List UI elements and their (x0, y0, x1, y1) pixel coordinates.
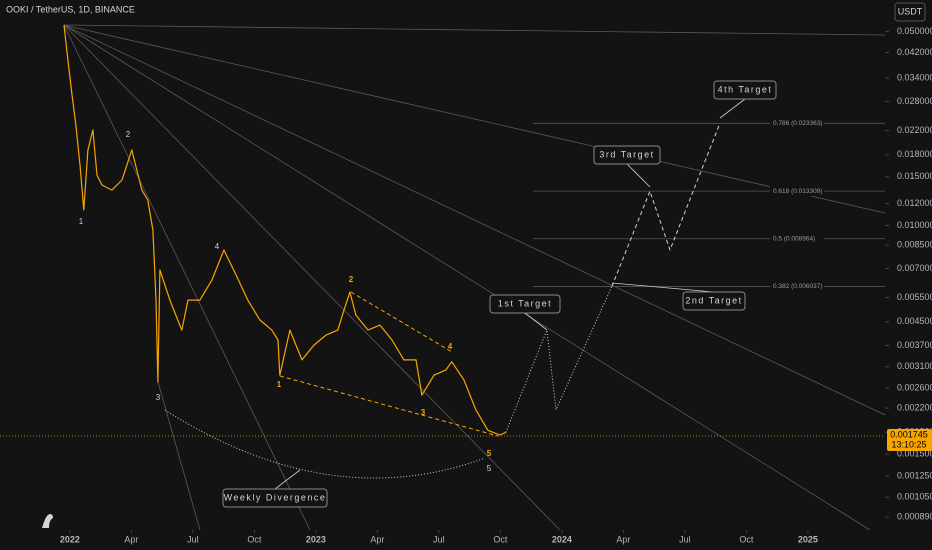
y-tick-label: 0.003100 (897, 361, 932, 371)
wave-label: 2 (349, 275, 354, 284)
y-tick-label: 0.015000 (897, 171, 932, 181)
fib-label: 0.618 (0.013309) (773, 188, 823, 195)
wave-label: 1 (79, 217, 84, 226)
target-box (593, 145, 661, 165)
x-tick-label: Jul (433, 534, 445, 544)
price-line (63, 25, 507, 436)
countdown-label: 13:10:25 (891, 439, 926, 449)
price-axis (885, 0, 932, 550)
trend-line (63, 24, 886, 416)
fib-label: 0.5 (0.008964) (773, 235, 815, 242)
fib-label-bg (770, 281, 824, 292)
y-tick-label: 0.002200 (897, 402, 932, 412)
x-tick-label: Apr (124, 534, 138, 544)
x-tick-label: 2024 (552, 534, 572, 544)
x-tick-label: Oct (493, 534, 508, 544)
fib-label: 0.786 (0.023363) (773, 120, 823, 127)
target-label: 2nd Target (685, 295, 742, 305)
y-tick-label: 0.001050 (897, 492, 932, 502)
wave-label: 1 (277, 380, 282, 389)
target-box (682, 291, 746, 311)
y-tick-label: 0.005500 (897, 292, 932, 302)
y-tick-label: 0.007000 (897, 263, 932, 273)
x-tick-label: 2023 (306, 534, 326, 544)
y-tick-label: 0.012000 (897, 198, 932, 208)
target-box (713, 80, 777, 100)
trend-line (63, 24, 886, 36)
callout-line (611, 282, 715, 293)
callout-line (719, 98, 746, 119)
y-tick-label: 0.000890 (897, 512, 932, 522)
y-tick-label: 0.050000 (897, 26, 932, 36)
projection-dotted (505, 286, 613, 433)
y-tick-label: 0.022000 (897, 125, 932, 135)
fib-label-bg (770, 233, 824, 244)
callout-line (524, 312, 548, 331)
trend-line (63, 24, 886, 214)
logo (42, 514, 53, 528)
target-label: Weekly Divergence (224, 492, 327, 502)
x-tick-label: 2022 (60, 534, 80, 544)
trend-line (63, 24, 311, 531)
plot: 0.786 (0.023363) 0.618 (0.013309) 0.5 (0.0… (0, 25, 885, 437)
wave-label: 5 (487, 464, 492, 473)
x-tick-label: Oct (739, 534, 754, 544)
y-tick-label: 0.003700 (897, 340, 932, 350)
y-tick-label: 0.042000 (897, 47, 932, 57)
currency-button[interactable] (894, 2, 926, 22)
y-tick-label: 0.010000 (897, 220, 932, 230)
chart-title: OOKI / TetherUS, 1D, BINANCE (6, 4, 135, 14)
wave-channel (350, 291, 453, 353)
x-tick-label: Oct (247, 534, 262, 544)
callout-line (274, 469, 301, 490)
trend-line (157, 381, 201, 531)
y-tick-label: 0.008500 (897, 240, 932, 250)
fib-label-bg (770, 186, 824, 197)
y-tick-label: 0.004500 (897, 316, 932, 326)
x-tick-label: Jul (187, 534, 199, 544)
fan-lines (63, 24, 886, 531)
target-box (222, 488, 328, 508)
fib-label-bg (770, 118, 824, 129)
last-price-label: 0.001745 (890, 429, 928, 439)
wave-label: 4 (448, 342, 453, 351)
target-label: 3rd Target (599, 149, 654, 159)
trend-line (63, 24, 871, 531)
x-tick-label: Apr (370, 534, 384, 544)
y-tick-label: 0.028000 (897, 96, 932, 106)
target-label: 1st Target (498, 298, 552, 308)
x-tick-label: 2025 (798, 534, 818, 544)
y-tick-label: 0.002600 (897, 382, 932, 392)
callout-line (626, 163, 651, 188)
y-tick-label: 0.001500 (897, 449, 932, 459)
wave-label: 3 (421, 408, 426, 417)
wave-label: 5 (487, 449, 492, 458)
y-tick-label: 0.034000 (897, 72, 932, 82)
wave-label: 3 (156, 393, 161, 402)
last-price-tag (887, 429, 932, 452)
target-box (489, 294, 561, 314)
projection-dashed (611, 122, 721, 287)
y-tick-label: 0.001250 (897, 471, 932, 481)
y-tick-label: 0.018000 (897, 149, 932, 159)
target-label: 4th Target (718, 84, 773, 94)
currency-label[interactable]: USDT (898, 6, 923, 16)
wave-channel (279, 375, 499, 437)
trend-line (63, 24, 561, 531)
wave-label: 2 (126, 130, 131, 139)
fib-label: 0.382 (0.006037) (773, 283, 823, 290)
x-tick-label: Jul (679, 534, 691, 544)
x-tick-label: Apr (616, 534, 630, 544)
wave-label: 4 (215, 242, 220, 251)
